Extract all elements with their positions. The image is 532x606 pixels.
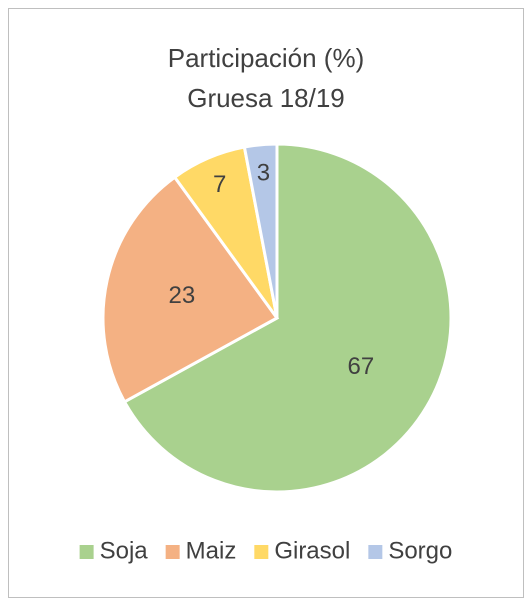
legend-swatch xyxy=(165,545,180,559)
chart-title: Participación (%) xyxy=(168,43,365,73)
legend-label: Soja xyxy=(100,537,149,564)
legend-label: Sorgo xyxy=(388,537,452,564)
chart-subtitle: Gruesa 18/19 xyxy=(187,83,345,113)
pie-slice xyxy=(242,142,279,319)
pie-slice xyxy=(122,142,453,494)
legend-label: Girasol xyxy=(274,537,350,564)
pie-slice xyxy=(101,175,280,404)
legend-label: Maiz xyxy=(186,537,237,564)
legend-swatch xyxy=(254,545,269,559)
data-label: 7 xyxy=(213,171,226,198)
data-label: 3 xyxy=(257,160,270,187)
data-label: 23 xyxy=(169,282,196,309)
data-label: 67 xyxy=(348,353,375,380)
legend-swatch xyxy=(368,545,383,559)
legend-swatch xyxy=(79,545,94,559)
